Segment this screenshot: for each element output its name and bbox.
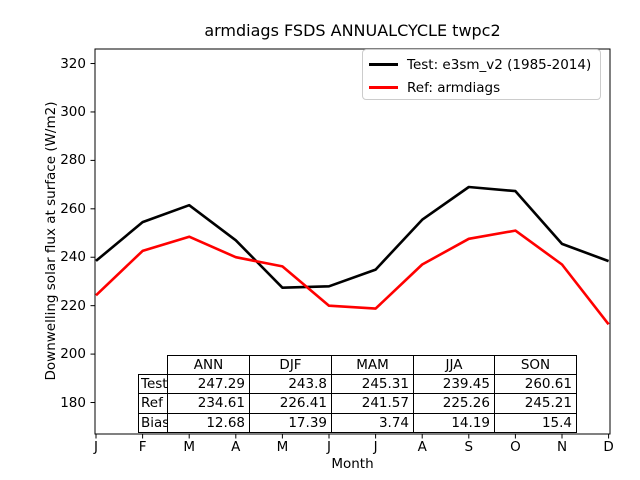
x-tick-label: F [138,439,147,455]
x-tick-label: M [183,439,196,455]
x-tick-label: J [327,439,331,455]
table-cell: 247.29 [167,374,250,394]
x-tick-label: J [94,439,98,455]
table-cell: 241.57 [331,393,414,414]
legend-item-test: Test: e3sm_v2 (1985-2014) [369,53,600,76]
y-tick-label: 220 [60,297,86,314]
table-header-cell: JJA [413,355,495,375]
y-tick-label: 320 [60,55,86,72]
table-cell: 225.26 [413,393,495,414]
series-line-0 [95,185,610,290]
y-tick-label: 180 [60,394,86,411]
y-tick-label: 280 [60,152,86,169]
legend: Test: e3sm_v2 (1985-2014) Ref: armdiags [362,49,601,100]
table-cell: 17.39 [249,413,332,433]
table-header-cell: MAM [331,355,414,375]
legend-line-test-icon [369,63,398,66]
y-tick-label: 240 [60,249,86,266]
y-tick-label: 300 [60,103,86,120]
series-line-1 [95,229,610,326]
x-tick-label: O [510,439,521,455]
table-cell: 14.19 [413,413,495,433]
y-axis-label: Downwelling solar flux at surface (W/m2) [43,101,59,381]
y-tick-label: 260 [60,200,86,217]
x-tick-label: J [373,439,378,455]
table-row-label: Bias [138,413,168,433]
table-cell: 245.31 [331,374,414,394]
x-tick-label: M [276,439,289,455]
y-tick-label: 200 [60,346,86,363]
x-tick-label: S [464,439,474,455]
x-tick-label: A [231,439,241,455]
legend-label-ref: Ref: armdiags [407,79,501,96]
table-cell: 15.4 [494,413,577,433]
x-axis-label: Month [331,456,374,472]
table-row-label: Ref [138,393,168,414]
x-tick-label: A [417,439,427,455]
table-header-cell: DJF [249,355,332,375]
table-cell: 234.61 [167,393,250,414]
table-cell: 3.74 [331,413,414,433]
axes-frame [94,48,611,435]
table-cell: 239.45 [413,374,495,394]
table-cell: 226.41 [249,393,332,414]
x-tick-label: N [556,439,568,455]
legend-line-ref-icon [369,86,398,89]
table-cell: 260.61 [494,374,577,394]
table-row-label: Test [138,374,168,394]
table-cell: 243.8 [249,374,332,394]
table-cell: 245.21 [494,393,577,414]
legend-item-ref: Ref: armdiags [369,76,600,99]
table-header-cell: SON [494,355,577,375]
table-cell: 12.68 [167,413,250,433]
table-header-cell: ANN [167,355,250,375]
legend-label-test: Test: e3sm_v2 (1985-2014) [407,56,592,73]
chart-title: armdiags FSDS ANNUALCYCLE twpc2 [204,21,501,40]
x-tick-label: D [603,439,614,455]
